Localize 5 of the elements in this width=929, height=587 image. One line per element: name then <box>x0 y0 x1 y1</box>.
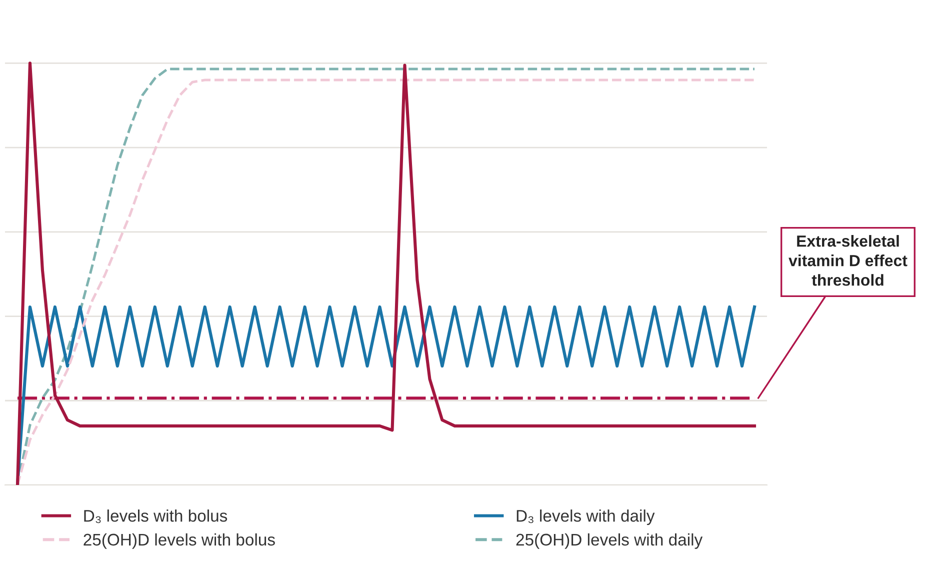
legend-label: 25(OH)D levels with bolus <box>84 533 275 549</box>
legend-label: D₃ levels with daily <box>516 510 655 526</box>
legend-label: D₃ levels with bolus <box>84 510 228 524</box>
legend-label: 25(OH)D levels with daily <box>516 533 703 549</box>
ref-line-label: Extra-skeletal vitamin D effect threshold <box>788 235 908 286</box>
